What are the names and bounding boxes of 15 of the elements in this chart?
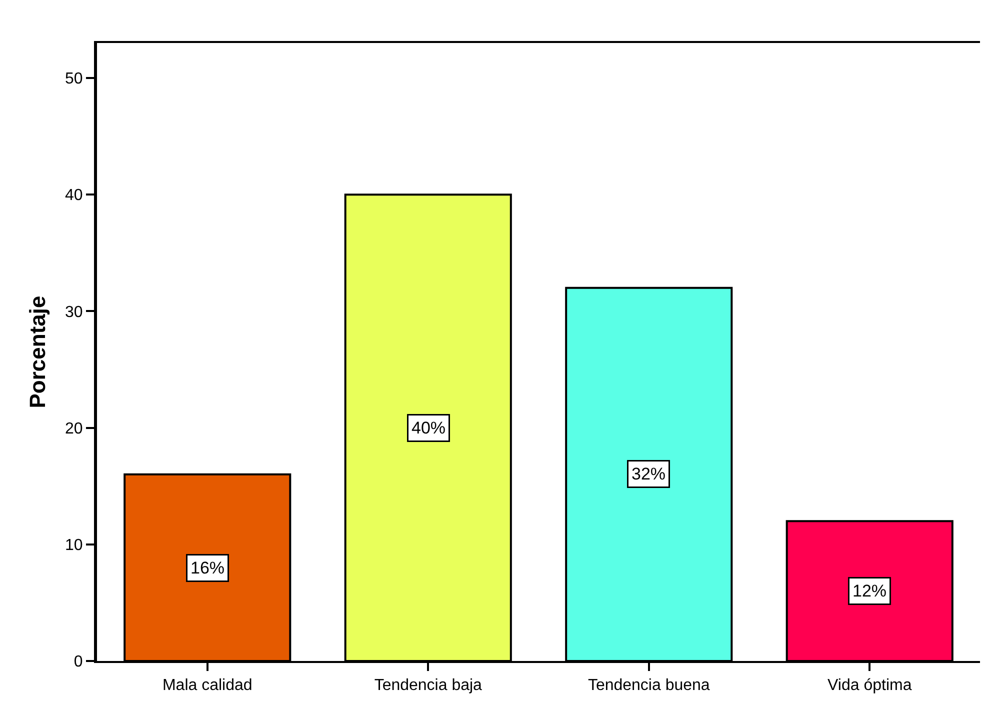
y-tick-label: 50 [65, 70, 83, 88]
data-label: 16% [190, 558, 225, 578]
y-tick-label: 40 [65, 187, 83, 204]
data-label: 12% [852, 582, 887, 600]
x-tick-label: Mala calidad [162, 677, 252, 694]
y-tick-label: 20 [65, 420, 83, 438]
x-tick-label: Tendencia baja [374, 677, 482, 694]
data-label: 40% [412, 418, 446, 438]
x-tick-label: Vida óptima [828, 677, 912, 694]
y-tick-label: 30 [65, 304, 83, 321]
y-tick-label: 0 [74, 654, 83, 671]
y-tick-label: 10 [65, 537, 83, 554]
x-tick-label: Tendencia buena [588, 677, 710, 694]
y-axis-title: Porcentaje [24, 296, 50, 408]
data-label: 32% [632, 464, 666, 484]
